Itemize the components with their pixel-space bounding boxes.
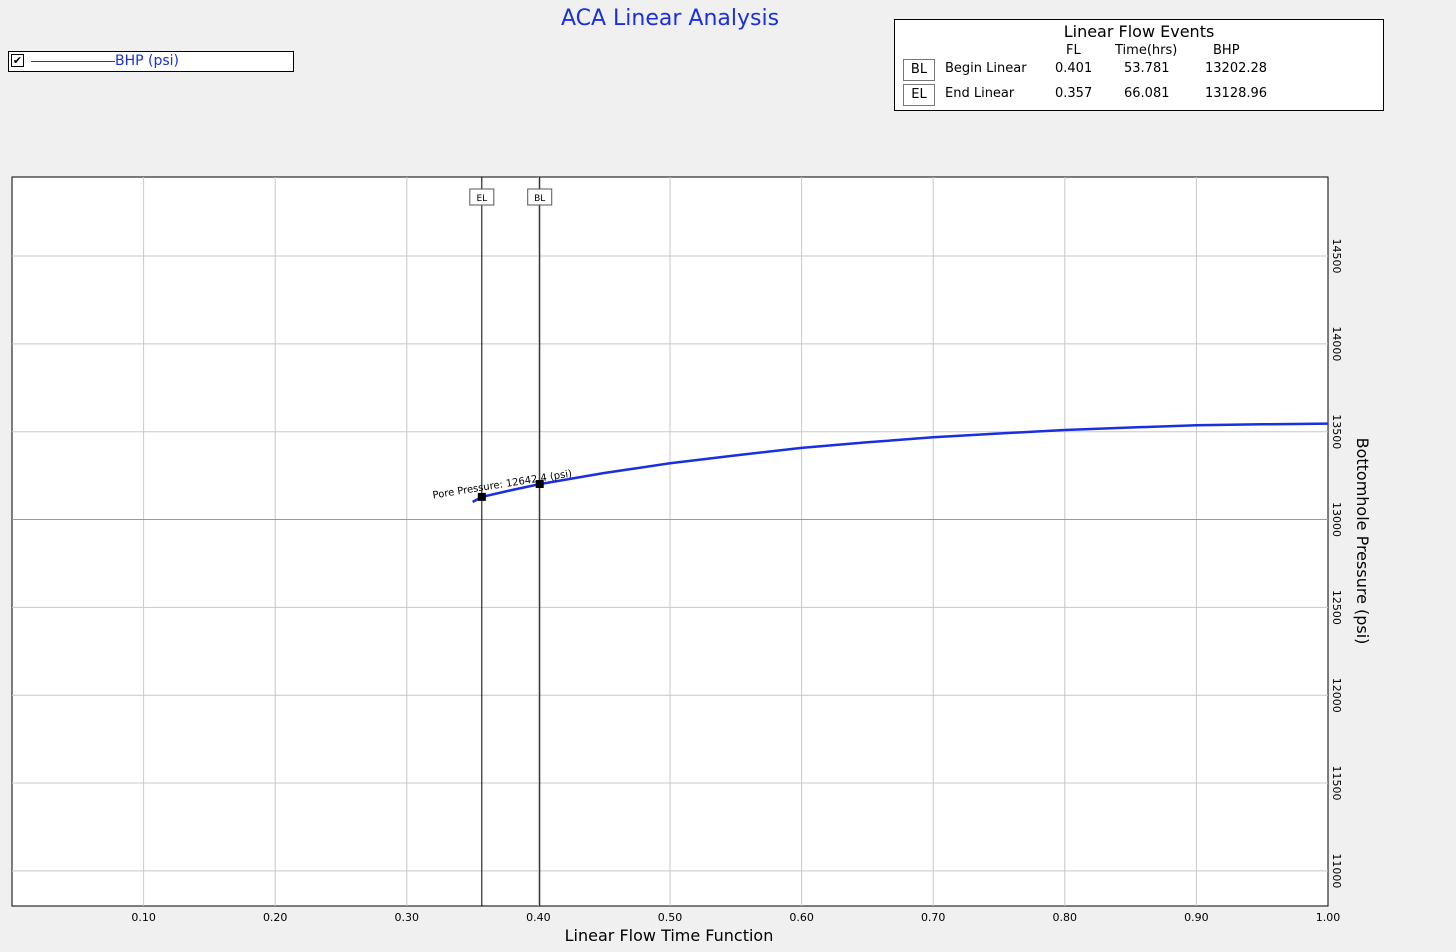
chart-title: ACA Linear Analysis xyxy=(560,6,780,31)
event-name: End Linear xyxy=(945,86,1015,101)
y-tick-label: 14000 xyxy=(1330,326,1343,361)
event-flag-label: BL xyxy=(534,194,545,204)
x-tick-label: 1.00 xyxy=(1316,911,1341,924)
event-bhp: 13202.28 xyxy=(1205,61,1268,76)
events-header-fl: FL xyxy=(1066,43,1081,58)
y-tick-labels: 11000 11500 12000 12500 13000 13500 14000 14500 xyxy=(1330,239,1343,889)
event-time: 66.081 xyxy=(1124,86,1170,101)
y-axis-label: Bottomhole Pressure (psi) xyxy=(1353,438,1372,645)
x-tick-label: 0.80 xyxy=(1053,911,1078,924)
x-tick-label: 0.90 xyxy=(1184,911,1209,924)
events-panel-title: Linear Flow Events xyxy=(1063,22,1215,41)
linear-flow-events-panel: Linear Flow Events FL Time(hrs) BHP BL B… xyxy=(894,19,1384,111)
y-tick-label: 14500 xyxy=(1330,239,1343,274)
legend-series-label: BHP (psi) xyxy=(115,53,180,69)
event-tag-bl[interactable]: BL xyxy=(903,59,935,81)
event-point-bl xyxy=(535,480,544,489)
event-row-end-linear[interactable]: EL End Linear 0.357 66.081 13128.96 xyxy=(895,84,1383,106)
y-tick-label: 13000 xyxy=(1330,502,1343,537)
event-markers[interactable]: EL BL xyxy=(469,177,553,906)
x-tick-label: 0.10 xyxy=(131,911,156,924)
series-checkbox[interactable]: ✔ xyxy=(11,54,24,67)
y-tick-label: 11500 xyxy=(1330,766,1343,801)
series-layer xyxy=(471,422,1329,504)
y-tick-label: 12500 xyxy=(1330,590,1343,625)
x-tick-label: 0.60 xyxy=(789,911,814,924)
event-tag-el[interactable]: EL xyxy=(903,84,935,106)
legend-line-swatch xyxy=(31,61,115,62)
event-fl: 0.357 xyxy=(1055,86,1093,101)
x-tick-labels: 0.10 0.20 0.30 0.40 0.50 0.60 0.70 0.80 0.90 1.00 xyxy=(131,911,1340,924)
event-time: 53.781 xyxy=(1124,61,1170,76)
y-tick-label: 12000 xyxy=(1330,678,1343,713)
x-axis-label: Linear Flow Time Function xyxy=(565,926,774,945)
x-tick-label: 0.40 xyxy=(526,911,551,924)
y-tick-label: 13500 xyxy=(1330,414,1343,449)
x-tick-label: 0.50 xyxy=(658,911,683,924)
y-tick-label: 11000 xyxy=(1330,853,1343,888)
event-flag-el[interactable] xyxy=(469,188,495,206)
series-legend[interactable]: ✔ BHP (psi) xyxy=(8,51,294,72)
events-header-time: Time(hrs) xyxy=(1115,43,1178,58)
x-tick-label: 0.70 xyxy=(921,911,946,924)
event-point-el xyxy=(477,492,486,501)
event-bhp: 13128.96 xyxy=(1205,86,1268,101)
grid-lines xyxy=(12,177,1328,906)
event-fl: 0.401 xyxy=(1055,61,1093,76)
event-row-begin-linear[interactable]: BL Begin Linear 0.401 53.781 13202.28 xyxy=(895,59,1383,81)
event-flag-bl[interactable] xyxy=(527,188,553,206)
event-flag-label: EL xyxy=(476,194,487,204)
bhp-series-line xyxy=(471,422,1329,504)
x-tick-label: 0.20 xyxy=(263,911,288,924)
events-header-bhp: BHP xyxy=(1213,43,1240,58)
x-tick-label: 0.30 xyxy=(395,911,420,924)
event-name: Begin Linear xyxy=(945,61,1027,76)
